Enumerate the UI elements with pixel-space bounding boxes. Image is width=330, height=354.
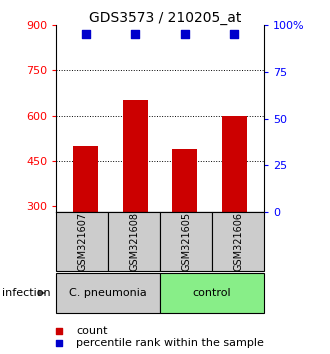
Point xyxy=(182,31,187,37)
Text: infection: infection xyxy=(2,288,50,298)
Text: GSM321606: GSM321606 xyxy=(233,212,243,271)
Bar xyxy=(123,100,148,212)
Text: count: count xyxy=(76,326,107,336)
Text: control: control xyxy=(193,288,231,298)
Bar xyxy=(73,146,98,212)
Point xyxy=(133,31,138,37)
Bar xyxy=(173,149,197,212)
Point xyxy=(83,31,88,37)
Point xyxy=(232,31,237,37)
Text: GSM321605: GSM321605 xyxy=(181,212,191,271)
Text: GSM321607: GSM321607 xyxy=(77,212,87,271)
Bar xyxy=(160,212,212,271)
Bar xyxy=(56,212,108,271)
Point xyxy=(57,340,62,346)
Text: GDS3573 / 210205_at: GDS3573 / 210205_at xyxy=(89,11,241,25)
Bar xyxy=(56,273,160,313)
Bar xyxy=(212,212,264,271)
Text: GSM321608: GSM321608 xyxy=(129,212,139,271)
Point xyxy=(57,328,62,334)
Bar xyxy=(222,115,247,212)
Text: percentile rank within the sample: percentile rank within the sample xyxy=(76,338,264,348)
Text: C. pneumonia: C. pneumonia xyxy=(69,288,147,298)
Bar xyxy=(108,212,160,271)
Bar xyxy=(160,273,264,313)
